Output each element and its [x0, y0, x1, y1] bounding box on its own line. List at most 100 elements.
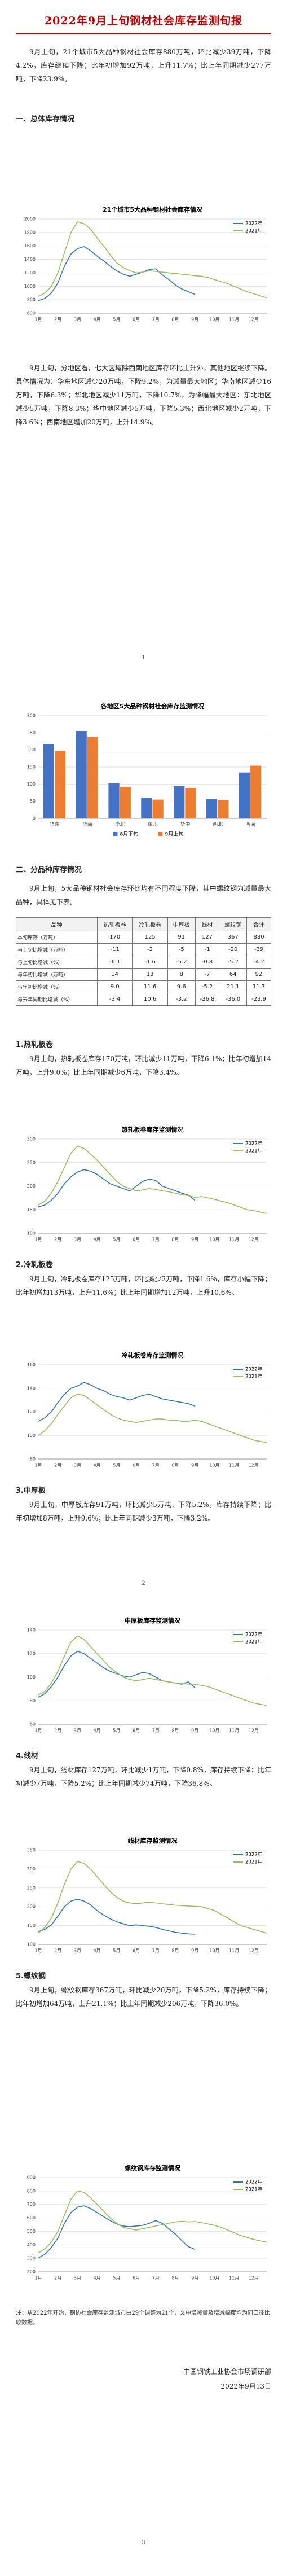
- chart-title: 21个城市5大品种钢材社会库存情况: [103, 205, 202, 213]
- x-tick-label: 3月: [74, 1948, 81, 1953]
- y-tick-label: 500: [27, 2229, 36, 2234]
- x-tick-label: 6月: [133, 2276, 140, 2281]
- y-tick-label: 600: [27, 2215, 36, 2220]
- series-line: [38, 1169, 196, 1207]
- table-cell: -11: [96, 943, 133, 956]
- chart: 各地区5大品种钢材社会库存监测情况 0 50 100 150 200 250 300 华东 华南 华…: [27, 702, 267, 838]
- product-heading: 5.螺纹钢: [16, 1972, 46, 1981]
- y-tick-label: 350: [27, 1848, 36, 1853]
- chart: 21个城市5大品种钢材社会库存情况 600 800 1000 1200 1400 1600 1…: [24, 205, 267, 322]
- series-line: [38, 1145, 267, 1214]
- y-tick-label: 120: [27, 1651, 36, 1656]
- x-tick-label: 7月: [152, 1948, 160, 1953]
- y-tick-label: 100: [27, 1942, 36, 1947]
- table-cell: -7: [195, 968, 220, 981]
- x-tick-label: 7月: [152, 1463, 160, 1468]
- bar: [43, 744, 54, 818]
- bar: [206, 799, 218, 818]
- paragraph: 9月上旬，分地区看，七大区域除西南地区库存环比上升外，其他地区继续下降。具体情况…: [16, 364, 271, 426]
- table-cell: -1: [195, 943, 220, 956]
- x-tick-label: 5月: [113, 317, 120, 322]
- x-tick-label: 华南: [82, 821, 92, 828]
- table-cell: 21.1: [219, 980, 248, 993]
- y-tick-label: 100: [27, 1231, 36, 1236]
- series-line: [38, 1650, 196, 1698]
- y-tick-label: 300: [27, 1137, 36, 1142]
- x-tick-label: 8月: [171, 1948, 179, 1953]
- series-line: [38, 2205, 196, 2259]
- table-cell: -0.8: [195, 956, 220, 969]
- chart: 中厚板库存监测情况 60 80 100 120 140 1月 2月 3月 4月 5月 6月 7月 8月 9月…: [27, 1616, 267, 1733]
- y-tick-label: 100: [27, 1433, 36, 1438]
- x-tick-label: 3月: [74, 2276, 81, 2281]
- bar: [87, 737, 99, 818]
- paragraph: 9月上旬，热轧板卷库存170万吨，环比减少11万吨，下降6.1%；比年初增加14…: [16, 1055, 271, 1076]
- table-cell: 8: [167, 968, 196, 981]
- section-heading: 二、分品种库存情况: [16, 866, 82, 874]
- y-tick-label: 1600: [24, 243, 36, 248]
- section-body: 9月上旬，5大品种钢材社会库存环比均有不同程度下降，其中螺纹钢为减量最大品种，具…: [16, 882, 271, 909]
- y-tick-label: 1200: [24, 270, 36, 275]
- table-row: 本旬库存（万吨） 170 125 91 127 367 880: [16, 931, 271, 944]
- table-cell: -36.0: [219, 993, 248, 1006]
- product-heading: 2.冷轧板卷: [16, 1261, 53, 1269]
- table-cell: 9.0: [96, 980, 133, 993]
- table-wrap: 品种 热轧板卷 冷轧板卷 中厚板 线材 螺纹钢 合计 本旬库存（万吨） 170 125 91 127 3…: [16, 917, 271, 1006]
- x-tick-label: 6月: [133, 317, 140, 322]
- x-tick-label: 4月: [94, 317, 101, 322]
- y-tick-label: 80: [30, 1698, 36, 1703]
- y-tick-label: 300: [27, 1867, 36, 1872]
- bar: [250, 765, 262, 818]
- x-tick-label: 10月: [209, 2276, 219, 2281]
- section-heading: 一、总体库存情况: [16, 115, 75, 124]
- table-cell: -5.2: [219, 956, 248, 969]
- y-tick-label: 200: [27, 1904, 36, 1909]
- y-tick-label: 150: [27, 765, 36, 770]
- x-tick-label: 5月: [113, 1463, 120, 1468]
- table-cell: 11.6: [132, 980, 168, 993]
- y-tick-label: 400: [27, 2242, 36, 2248]
- x-tick-label: 11月: [229, 317, 239, 322]
- x-tick-label: 12月: [249, 1237, 259, 1242]
- table-cell: -5.2: [167, 956, 196, 969]
- inventory-table: 品种 热轧板卷 冷轧板卷 中厚板 线材 螺纹钢 合计 本旬库存（万吨） 170 125 91 127 3…: [16, 917, 271, 1006]
- legend-label: 9月上旬: [165, 831, 184, 838]
- x-tick-label: 4月: [94, 1948, 101, 1953]
- y-tick-label: 700: [27, 2202, 36, 2207]
- legend-label: 2022年: [245, 1366, 263, 1373]
- y-tick-label: 140: [27, 1386, 36, 1391]
- table-cell: 11.7: [246, 980, 271, 993]
- x-tick-label: 6月: [133, 1237, 140, 1242]
- x-tick-label: 5月: [113, 2276, 120, 2281]
- header-cell: 热轧板卷: [96, 917, 133, 931]
- section: 二、分品种库存情况: [16, 864, 271, 877]
- bar: [108, 783, 120, 818]
- x-tick-label: 7月: [152, 317, 160, 322]
- bar: [152, 799, 164, 818]
- bar: [120, 787, 131, 818]
- x-tick-label: 2月: [54, 1237, 61, 1242]
- page-number: 3: [142, 2540, 145, 2546]
- x-tick-label: 5月: [113, 1237, 120, 1242]
- x-tick-label: 5月: [113, 1948, 120, 1953]
- table-row: 与年初比增减（%） 9.0 11.6 9.6 -5.2 21.1 11.7: [16, 980, 271, 993]
- x-tick-label: 11月: [229, 1463, 239, 1468]
- bar: [185, 788, 196, 818]
- x-tick-label: 7月: [152, 2276, 160, 2281]
- chart-title: 中厚板库存监测情况: [125, 1616, 180, 1624]
- table-cell: 10.6: [132, 993, 168, 1006]
- chart-title: 螺纹钢库存监测情况: [125, 2164, 180, 2172]
- table-cell: -39: [246, 943, 271, 956]
- y-tick-label: 1400: [24, 257, 36, 262]
- x-tick-label: 5月: [113, 1728, 120, 1733]
- x-tick-label: 11月: [229, 1948, 239, 1953]
- y-tick-label: 100: [27, 1675, 36, 1680]
- table-cell: 127: [195, 931, 220, 944]
- table-cell: -5.2: [195, 980, 220, 993]
- x-tick-label: 12月: [249, 317, 259, 322]
- x-tick-label: 8月: [171, 1237, 179, 1242]
- chart: 冷轧板卷库存监测情况 80 100 120 140 160 1月 2月 3月 4月 5月 6月 7月 8月…: [27, 1351, 267, 1468]
- x-tick-label: 1月: [34, 317, 42, 322]
- header-row: 品种 热轧板卷 冷轧板卷 中厚板 线材 螺纹钢 合计: [16, 917, 271, 931]
- header-cell: 中厚板: [167, 917, 196, 931]
